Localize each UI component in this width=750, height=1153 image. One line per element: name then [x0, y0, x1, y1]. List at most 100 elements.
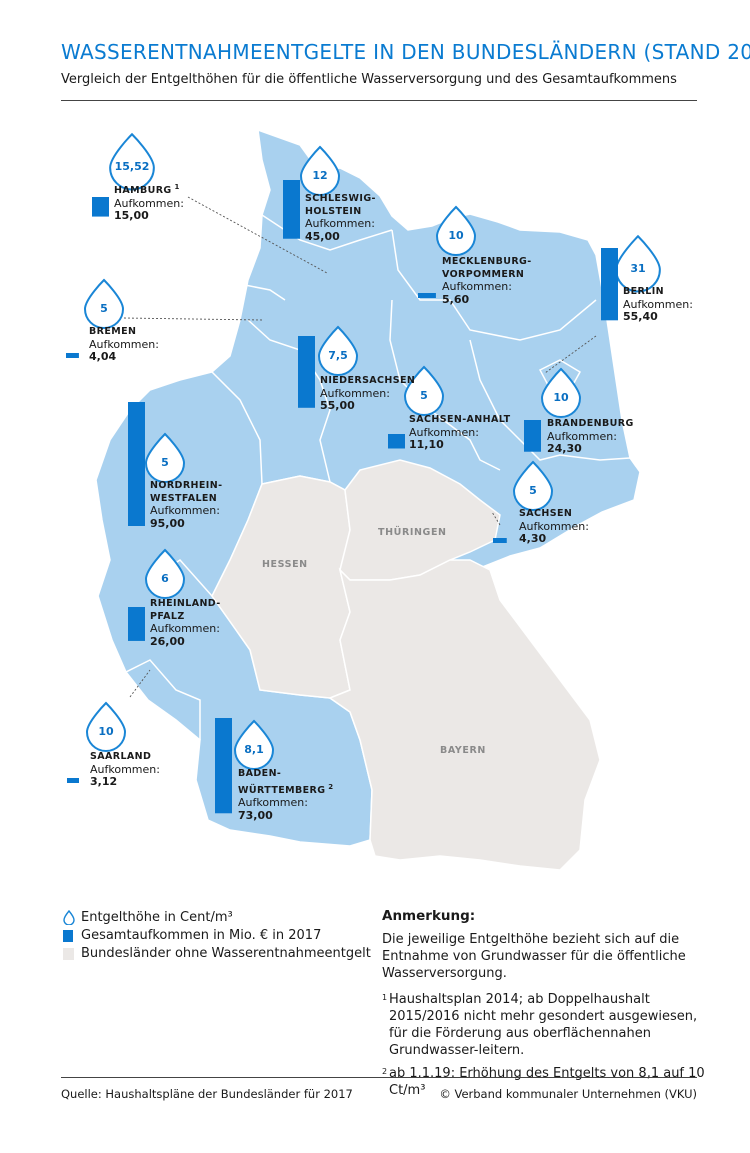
header-divider	[61, 100, 697, 101]
water-drop-icon	[317, 325, 359, 376]
aufkommen-label: Aufkommen:	[320, 386, 390, 400]
fee-value-brandenburg: 10	[553, 391, 569, 404]
state-name: BRANDENBURG	[547, 418, 634, 429]
aufkommen-bar-rheinland-pfalz	[128, 607, 145, 641]
footnote-1-mark: 1	[382, 993, 388, 1002]
aufkommen-label: Aufkommen:	[547, 429, 617, 443]
germany-map	[66, 128, 661, 871]
state-label-hamburg: HAMBURG 1 Aufkommen: 15,00	[114, 181, 184, 223]
aufkommen-label: Aufkommen:	[90, 762, 160, 776]
map-bayern-shape	[328, 559, 601, 871]
source-note: Quelle: Haushaltspläne der Bundesländer …	[61, 1087, 353, 1101]
water-drop-icon	[144, 548, 186, 599]
legend-total-label: Gesamtaufkommen in Mio. € in 2017	[81, 928, 322, 943]
fee-value-sachsen: 5	[529, 484, 537, 497]
aufkommen-label: Aufkommen:	[114, 196, 184, 210]
water-drop-icon	[85, 701, 127, 752]
copyright-note: © Verband kommunaler Unternehmen (VKU)	[439, 1087, 697, 1101]
aufkommen-bar-saarland	[67, 778, 79, 783]
bar-swatch-icon	[63, 930, 73, 942]
footer-divider	[61, 1077, 697, 1078]
aufkommen-value: 15,00	[114, 209, 149, 223]
aufkommen-bar-schleswig-holstein	[283, 180, 300, 239]
aufkommen-label: Aufkommen:	[409, 425, 479, 439]
aufkommen-label: Aufkommen:	[238, 796, 308, 810]
aufkommen-value: 4,30	[519, 532, 547, 545]
state-label-nordrhein-westfalen: NORDRHEIN- WESTFALEN Aufkommen: 95,00	[150, 480, 222, 530]
state-name: SACHSEN	[519, 508, 573, 519]
aufkommen-value: 55,40	[623, 310, 658, 323]
water-drop-icon	[540, 367, 582, 418]
legend-fee-label: Entgelthöhe in Cent/m³	[81, 910, 233, 925]
state-label-hessen: HESSEN	[262, 559, 308, 570]
fee-value-rheinland-pfalz: 6	[161, 572, 169, 585]
state-label-baden-wuerttemberg: BADEN- WÜRTTEMBERG 2 Aufkommen: 73,00	[238, 768, 334, 822]
fee-value-mecklenburg-vorpommern: 10	[448, 229, 464, 242]
water-drop-icon	[299, 145, 341, 196]
aufkommen-value: 24,30	[547, 442, 582, 455]
footnote-1-text: Haushaltsplan 2014; ab Doppelhaushalt 20…	[389, 992, 698, 1058]
state-label-schleswig-holstein: SCHLESWIG- HOLSTEIN Aufkommen: 45,00	[305, 193, 376, 243]
legend-item-fee: Entgelthöhe in Cent/m³	[61, 909, 371, 927]
page-subtitle: Vergleich der Entgelthöhen für die öffen…	[61, 72, 677, 87]
legend: Entgelthöhe in Cent/m³ Gesamtaufkommen i…	[61, 909, 371, 963]
aufkommen-bar-hamburg	[92, 197, 109, 217]
state-label-sachsen: SACHSEN Aufkommen: 4,30	[519, 508, 589, 546]
fee-value-berlin: 31	[630, 262, 646, 275]
aufkommen-value: 73,00	[238, 808, 273, 822]
fee-value-schleswig-holstein: 12	[312, 169, 328, 182]
state-label-niedersachsen: NIEDERSACHSEN Aufkommen: 55,00	[320, 375, 415, 413]
state-label-rheinland-pfalz: RHEINLAND- PFALZ Aufkommen: 26,00	[150, 598, 221, 648]
water-drop-icon	[63, 910, 75, 925]
legend-item-none: Bundesländer ohne Wasserentnahmeentgelt	[61, 945, 371, 963]
footnote-1: 1 Haushaltsplan 2014; ab Doppelhaushalt …	[382, 991, 712, 1059]
state-label-bayern: BAYERN	[440, 745, 486, 756]
state-name: BREMEN	[89, 326, 137, 337]
aufkommen-bar-brandenburg	[524, 420, 541, 452]
state-name: NORDRHEIN- WESTFALEN	[150, 480, 223, 504]
grey-swatch-icon	[63, 948, 74, 960]
aufkommen-bar-sachsen	[493, 538, 507, 543]
water-drop-icon	[435, 205, 477, 256]
state-name: BERLIN	[623, 286, 664, 297]
aufkommen-bar-niedersachsen	[298, 336, 315, 408]
water-drop-icon	[615, 234, 661, 293]
water-drop-icon	[83, 278, 125, 329]
state-name: RHEINLAND- PFALZ	[150, 598, 221, 622]
aufkommen-bar-mecklenburg-vorpommern	[418, 293, 436, 298]
aufkommen-bar-baden-wuerttemberg	[215, 718, 232, 814]
footnote-mark: 1	[171, 183, 180, 191]
aufkommen-label: Aufkommen:	[150, 622, 220, 635]
water-drop-icon	[403, 365, 445, 416]
state-label-saarland: SAARLAND Aufkommen: 3,12	[90, 751, 160, 789]
note-text: Die jeweilige Entgelthöhe bezieht sich a…	[382, 932, 686, 981]
aufkommen-label: Aufkommen:	[519, 519, 589, 533]
aufkommen-value: 3,12	[90, 775, 118, 788]
aufkommen-bar-berlin	[601, 248, 618, 321]
state-name: SAARLAND	[90, 751, 152, 762]
water-drop-icon	[512, 460, 554, 511]
aufkommen-value: 55,00	[320, 399, 355, 412]
aufkommen-label: Aufkommen:	[623, 297, 693, 311]
state-name: HAMBURG 1	[114, 183, 180, 197]
water-drop-icon	[233, 719, 275, 770]
aufkommen-value: 11,10	[409, 438, 444, 451]
aufkommen-bar-nordrhein-westfalen	[128, 402, 145, 526]
aufkommen-value: 26,00	[150, 634, 185, 648]
state-name: BADEN- WÜRTTEMBERG 2	[238, 768, 334, 796]
aufkommen-value: 95,00	[150, 516, 185, 530]
footnote-2-mark: 2	[382, 1067, 388, 1076]
fee-value-nordrhein-westfalen: 5	[161, 456, 169, 469]
fee-value-sachsen-anhalt: 5	[420, 389, 428, 402]
aufkommen-value: 45,00	[305, 229, 340, 243]
aufkommen-label: Aufkommen:	[89, 337, 159, 351]
fee-value-baden-wuerttemberg: 8,1	[244, 743, 264, 756]
aufkommen-bar-bremen	[66, 353, 79, 358]
state-label-berlin: BERLIN Aufkommen: 55,40	[623, 286, 693, 324]
state-label-bremen: BREMEN Aufkommen: 4,04	[89, 326, 159, 364]
aufkommen-label: Aufkommen:	[150, 504, 220, 517]
aufkommen-label: Aufkommen:	[305, 217, 375, 230]
water-drop-icon	[109, 132, 155, 191]
aufkommen-value: 4,04	[89, 350, 117, 363]
aufkommen-label: Aufkommen:	[442, 280, 512, 293]
